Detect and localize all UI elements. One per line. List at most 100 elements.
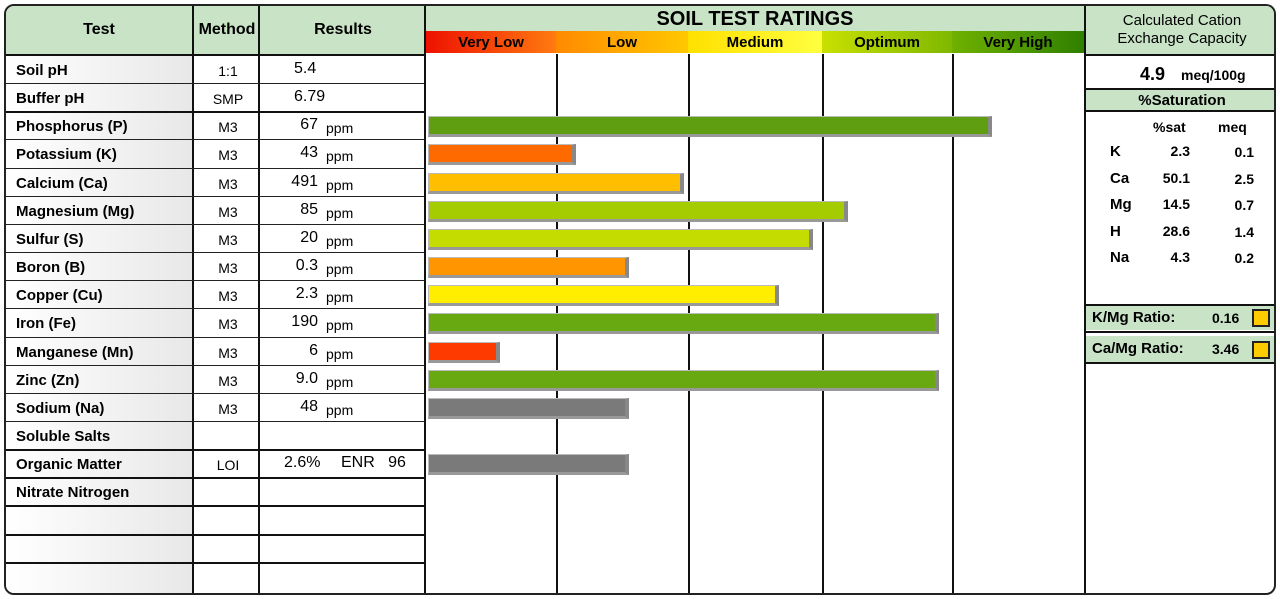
test-method: M3 (218, 175, 238, 192)
row-divider (6, 449, 424, 452)
kmg-ratio-value: 0.16 (1212, 310, 1240, 326)
test-method: M3 (218, 288, 238, 305)
row-divider (6, 505, 424, 508)
row-divider (6, 561, 424, 564)
test-value: 5.4 (294, 60, 317, 77)
meq-column-header: meq (1218, 119, 1247, 135)
cec-header-divider (1086, 54, 1274, 56)
saturation-title: %Saturation (1086, 90, 1274, 110)
scale-segment: Optimum (822, 31, 952, 53)
cec-title-line1: Calculated Cation (1122, 12, 1242, 29)
column-divider (192, 6, 194, 593)
row-divider (6, 252, 424, 254)
test-method: M3 (218, 372, 238, 389)
test-method: M3 (218, 260, 238, 277)
rating-bar (428, 257, 629, 279)
row-divider (6, 477, 424, 480)
saturation-ion: H (1110, 222, 1121, 240)
chart-right-border (1084, 6, 1086, 593)
saturation-percent: 2.3 (1170, 143, 1190, 159)
test-value: 20 (300, 228, 318, 246)
test-name: Potassium (K) (16, 146, 117, 164)
row-divider (6, 167, 424, 169)
test-value: 6.79 (294, 88, 326, 106)
ratio-divider-bottom (1086, 362, 1274, 364)
scale-segment: Low (556, 31, 688, 53)
rating-bar (428, 116, 992, 138)
saturation-meq: 2.5 (1234, 170, 1254, 187)
test-name: Phosphorus (P) (16, 118, 128, 136)
row-divider (6, 280, 424, 282)
test-method: LOI (216, 457, 240, 474)
row-divider (6, 111, 424, 114)
test-method: M3 (218, 147, 238, 164)
row-divider (6, 364, 424, 366)
test-method: M3 (218, 344, 238, 361)
test-method: M3 (218, 119, 238, 136)
test-header: Test (6, 6, 192, 54)
ratings-title: SOIL TEST RATINGS (426, 6, 1084, 32)
test-name: Magnesium (Mg) (16, 202, 135, 220)
test-method: SMP (212, 91, 244, 108)
saturation-percent: 28.6 (1162, 222, 1190, 239)
camg-ratio-swatch (1252, 341, 1270, 359)
results-header: Results (260, 6, 426, 54)
rating-bar (428, 172, 685, 194)
rating-bar (428, 369, 939, 391)
test-unit: ppm (326, 317, 354, 334)
saturation-ion: K (1110, 143, 1121, 160)
saturation-ion: Ca (1110, 169, 1130, 187)
camg-ratio-value: 3.46 (1212, 341, 1240, 357)
scale-segment: Very High (952, 31, 1084, 53)
rating-bar (428, 454, 629, 476)
kmg-ratio-row: K/Mg Ratio: 0.16 (1086, 306, 1274, 330)
test-value: 491 (291, 172, 318, 190)
test-value: 85 (300, 200, 318, 218)
test-value: 6 (309, 341, 318, 359)
test-unit: ppm (326, 148, 354, 165)
row-divider (6, 195, 424, 197)
test-name: Copper (Cu) (16, 287, 103, 305)
test-name: Organic Matter (16, 456, 122, 474)
saturation-meq: 1.4 (1234, 223, 1254, 240)
test-name: Boron (B) (16, 259, 86, 277)
row-divider (6, 83, 424, 85)
cec-unit: meq/100g (1181, 67, 1246, 83)
name-column-bg (6, 54, 192, 593)
row-divider (6, 336, 424, 338)
test-name: Sulfur (S) (16, 230, 84, 248)
test-value: 190 (291, 313, 318, 331)
test-unit: ppm (326, 120, 354, 137)
chart-left-border (424, 6, 426, 593)
sat-column-header: %sat (1153, 119, 1186, 135)
ratio-divider-top (1086, 304, 1274, 306)
test-method: M3 (218, 203, 238, 220)
test-name: Iron (Fe) (16, 315, 76, 333)
test-value: 9.0 (295, 369, 318, 387)
saturation-ion: Mg (1110, 196, 1132, 213)
test-unit: ppm (326, 261, 354, 278)
test-value: 0.3 (295, 257, 318, 275)
test-value: 43 (300, 144, 318, 162)
row-divider (6, 392, 424, 394)
test-value: 48 (300, 397, 318, 415)
test-name: Manganese (Mn) (16, 343, 134, 361)
test-unit: ppm (326, 345, 354, 362)
test-unit: ppm (326, 401, 354, 418)
saturation-meq: 0.7 (1234, 197, 1254, 213)
test-unit: ppm (326, 373, 354, 390)
row-divider (6, 533, 424, 536)
rating-bar (428, 285, 780, 307)
soil-test-report: Test Method Results SOIL TEST RATINGS Ve… (4, 4, 1276, 595)
row-divider (6, 223, 424, 225)
row-divider (6, 308, 424, 310)
row-divider (6, 420, 424, 422)
test-unit: ENR 96 (341, 454, 406, 472)
rating-bar (428, 200, 848, 222)
saturation-percent: 4.3 (1170, 249, 1190, 265)
scale-segment: Very Low (426, 31, 556, 53)
saturation-percent: 14.5 (1162, 196, 1190, 212)
test-unit: ppm (326, 176, 354, 193)
test-name: Buffer pH (16, 90, 85, 108)
saturation-divider (1086, 110, 1274, 112)
